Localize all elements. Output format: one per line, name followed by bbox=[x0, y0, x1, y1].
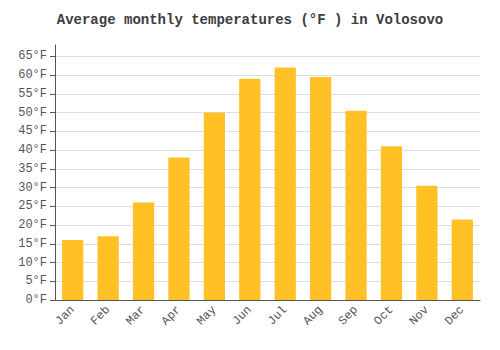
svg-text:May: May bbox=[194, 303, 219, 328]
svg-text:35°F: 35°F bbox=[18, 162, 47, 176]
svg-text:45°F: 45°F bbox=[18, 124, 47, 138]
svg-text:Apr: Apr bbox=[159, 303, 184, 328]
svg-text:20°F: 20°F bbox=[18, 218, 47, 232]
svg-text:55°F: 55°F bbox=[18, 87, 47, 101]
svg-text:30°F: 30°F bbox=[18, 181, 47, 195]
svg-text:50°F: 50°F bbox=[18, 106, 47, 120]
svg-text:25°F: 25°F bbox=[18, 199, 47, 213]
svg-text:Feb: Feb bbox=[88, 303, 113, 328]
svg-text:Mar: Mar bbox=[123, 303, 148, 328]
svg-text:0°F: 0°F bbox=[25, 293, 47, 307]
svg-text:Oct: Oct bbox=[371, 303, 396, 328]
svg-text:40°F: 40°F bbox=[18, 143, 47, 157]
svg-text:Jul: Jul bbox=[265, 303, 290, 328]
svg-text:65°F: 65°F bbox=[18, 49, 47, 63]
svg-text:Jan: Jan bbox=[53, 303, 78, 328]
svg-text:Dec: Dec bbox=[442, 303, 467, 328]
svg-text:10°F: 10°F bbox=[18, 256, 47, 270]
svg-text:5°F: 5°F bbox=[25, 274, 47, 288]
svg-text:Sep: Sep bbox=[336, 303, 361, 328]
svg-text:60°F: 60°F bbox=[18, 68, 47, 82]
svg-text:15°F: 15°F bbox=[18, 237, 47, 251]
svg-text:Jun: Jun bbox=[230, 303, 255, 328]
svg-text:Nov: Nov bbox=[407, 303, 432, 328]
svg-text:Average monthly temperatures (: Average monthly temperatures (°F ) in Vo… bbox=[57, 12, 443, 28]
svg-text:Aug: Aug bbox=[300, 303, 325, 328]
